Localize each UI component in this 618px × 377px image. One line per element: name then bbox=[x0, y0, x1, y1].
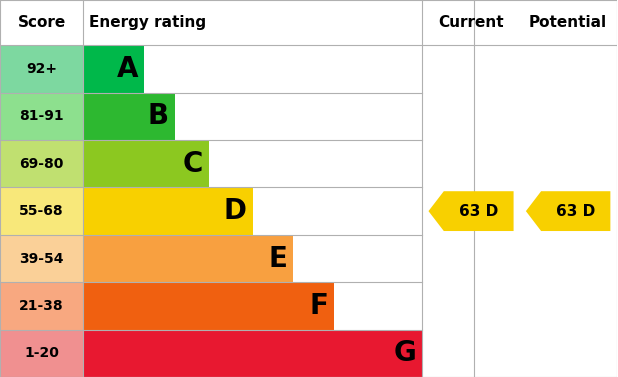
Bar bbox=[0, 140, 83, 187]
Text: 69-80: 69-80 bbox=[19, 157, 64, 171]
Bar bbox=[83, 187, 253, 235]
Text: Score: Score bbox=[17, 15, 66, 30]
Text: E: E bbox=[268, 245, 287, 273]
Text: 21-38: 21-38 bbox=[19, 299, 64, 313]
Text: F: F bbox=[309, 292, 328, 320]
Bar bbox=[0, 45, 83, 93]
Bar bbox=[0, 187, 83, 235]
Bar bbox=[83, 235, 294, 282]
Text: C: C bbox=[182, 150, 203, 178]
Text: A: A bbox=[117, 55, 138, 83]
Bar bbox=[0, 93, 83, 140]
Bar bbox=[83, 140, 209, 187]
Bar bbox=[0, 235, 83, 282]
Text: G: G bbox=[394, 339, 416, 367]
Bar bbox=[83, 329, 422, 377]
Text: 92+: 92+ bbox=[26, 62, 57, 76]
Text: 55-68: 55-68 bbox=[19, 204, 64, 218]
Text: D: D bbox=[224, 197, 247, 225]
Bar bbox=[83, 45, 144, 93]
Bar bbox=[0, 282, 83, 329]
Bar bbox=[0, 329, 83, 377]
Text: B: B bbox=[148, 102, 169, 130]
Text: 63 D: 63 D bbox=[556, 204, 595, 219]
Text: 39-54: 39-54 bbox=[19, 251, 64, 265]
Polygon shape bbox=[526, 191, 611, 231]
Text: 81-91: 81-91 bbox=[19, 109, 64, 123]
Text: 1-20: 1-20 bbox=[24, 346, 59, 360]
Text: 63 D: 63 D bbox=[459, 204, 498, 219]
Polygon shape bbox=[428, 191, 514, 231]
Text: Energy rating: Energy rating bbox=[90, 15, 206, 30]
Text: Current: Current bbox=[438, 15, 504, 30]
Bar bbox=[83, 282, 334, 329]
Text: Potential: Potential bbox=[529, 15, 607, 30]
Bar bbox=[83, 93, 175, 140]
